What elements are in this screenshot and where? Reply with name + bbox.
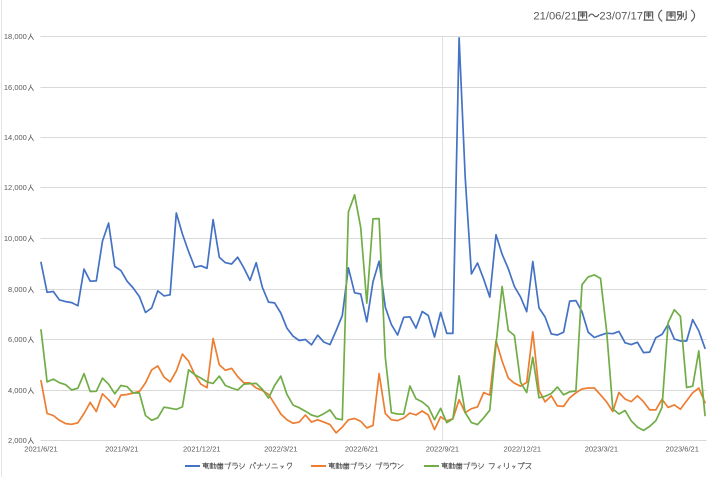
svg-text:2022/6/21: 2022/6/21	[345, 445, 378, 454]
svg-text:23/07/17: 23/07/17	[599, 11, 643, 23]
svg-text:2,000: 2,000	[8, 436, 27, 445]
svg-text:4,000: 4,000	[8, 386, 27, 395]
svg-text:2021/6/21: 2021/6/21	[24, 445, 57, 454]
svg-text:2021/12/21: 2021/12/21	[183, 445, 221, 454]
svg-text:2023/6/21: 2023/6/21	[666, 445, 699, 454]
svg-text:10,000: 10,000	[4, 234, 27, 243]
svg-text:2022/3/21: 2022/3/21	[264, 445, 297, 454]
svg-text:16,000: 16,000	[4, 83, 27, 92]
svg-text:18,000: 18,000	[4, 32, 27, 41]
svg-text:12,000: 12,000	[4, 183, 27, 192]
svg-text:2023/3/21: 2023/3/21	[585, 445, 618, 454]
svg-text:6,000: 6,000	[8, 335, 27, 344]
svg-text:8,000: 8,000	[8, 285, 27, 294]
svg-text:2022/12/21: 2022/12/21	[504, 445, 542, 454]
svg-text:14,000: 14,000	[4, 133, 27, 142]
svg-text:21/06/21: 21/06/21	[533, 11, 577, 23]
svg-text:2021/9/21: 2021/9/21	[105, 445, 138, 454]
svg-text:2022/9/21: 2022/9/21	[426, 445, 459, 454]
